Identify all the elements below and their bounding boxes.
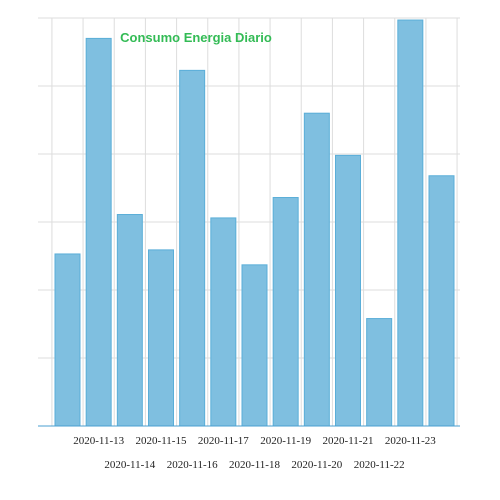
x-tick-label: 2020-11-14 [104,459,155,471]
bar-2020-11-21 [335,154,361,427]
x-tick-label: 2020-11-13 [73,435,124,447]
x-tick-label: 2020-11-23 [385,435,436,447]
x-tick-label: 2020-11-17 [198,435,249,447]
bar-2020-11-12 [54,253,81,427]
bar-2020-11-17 [210,217,237,427]
bar-2020-11-13 [85,37,112,427]
bars [54,19,455,427]
bar-2020-11-19 [272,197,299,427]
chart-title: Consumo Energia Diario [120,30,272,45]
x-tick-labels: 2020-11-13 2020-11-14 2020-11-15 2020-11-16… [73,435,436,471]
x-tick-label: 2020-11-18 [229,459,280,471]
bar-2020-11-24 [428,175,455,427]
bar-2020-11-15 [148,249,174,427]
bar-2020-11-20 [303,112,330,427]
bar-2020-11-22 [366,318,393,427]
x-tick-label: 2020-11-19 [260,435,311,447]
bar-2020-11-23 [397,19,424,427]
x-tick-label: 2020-11-15 [136,435,187,447]
bar-2020-11-18 [241,264,268,427]
x-tick-label: 2020-11-16 [167,459,218,471]
x-tick-label: 2020-11-21 [323,435,374,447]
bar-2020-11-14 [116,214,143,427]
bar-2020-11-16 [179,69,206,427]
x-tick-label: 2020-11-20 [291,459,342,471]
x-tick-label: 2020-11-22 [354,459,405,471]
